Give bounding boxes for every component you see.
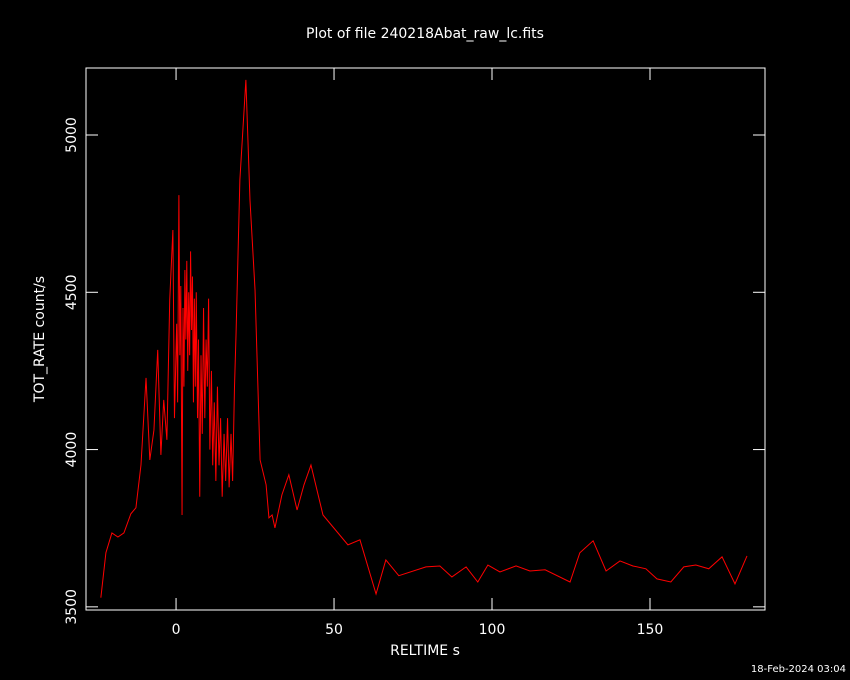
x-tick-label: 50 [325, 622, 343, 638]
y-tick-label: 4000 [64, 432, 80, 468]
x-tick-label: 100 [479, 622, 506, 638]
y-tick-label: 3500 [64, 589, 80, 625]
y-axis-label: TOT_RATE count/s [32, 276, 48, 403]
x-tick-label: 150 [637, 622, 664, 638]
y-tick-label: 5000 [64, 117, 80, 153]
x-tick-label: 0 [172, 622, 181, 638]
data-line [100, 79, 748, 598]
plot-frame [85, 67, 766, 611]
timestamp: 18-Feb-2024 03:04 [751, 664, 846, 675]
chart-title: Plot of file 240218Abat_raw_lc.fits [306, 26, 544, 42]
y-tick-label: 4500 [64, 274, 80, 310]
x-axis-label: RELTIME s [390, 643, 460, 659]
